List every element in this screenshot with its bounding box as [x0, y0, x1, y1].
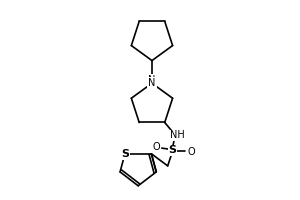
Text: O: O — [152, 142, 160, 152]
Text: N: N — [148, 75, 156, 85]
Text: S: S — [169, 145, 177, 155]
Text: NH: NH — [170, 130, 185, 140]
Text: O: O — [188, 147, 195, 157]
Text: N: N — [148, 78, 156, 88]
Text: S: S — [121, 149, 129, 159]
